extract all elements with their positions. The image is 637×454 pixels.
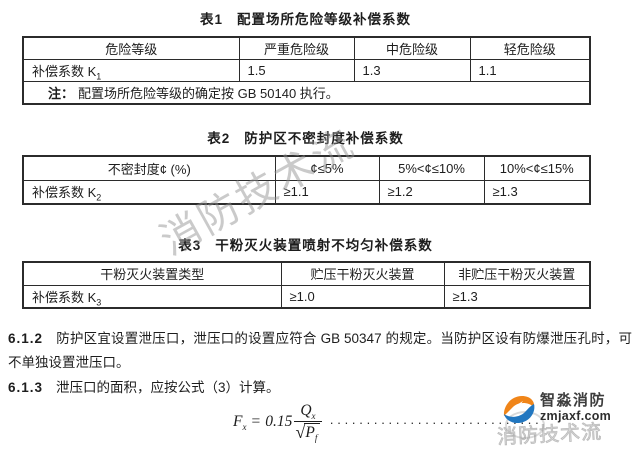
- table3-row-label: 补偿系数 K3: [22, 284, 282, 309]
- formula-coefficient: 0.15: [265, 413, 293, 430]
- clause-6-1-3-text: 泄压口的面积，应按公式（3）计算。: [56, 380, 280, 395]
- table1-data-row: 补偿系数 K1 1.5 1.3 1.1: [22, 59, 591, 82]
- table2-caption: 防护区不密封度补偿系数: [244, 131, 404, 146]
- table1-header-row: 危险等级 严重危险级 中危险级 轻危险级: [22, 36, 591, 60]
- clause-6-1-3: 6.1.3 泄压口的面积，应按公式（3）计算。: [8, 376, 632, 400]
- formula-3-row: Fx = 0.15 Qx √ Pf ·······················…: [0, 399, 637, 445]
- coefficient-k3-subscript: 3: [96, 297, 102, 308]
- zhimiao-logo: 智淼消防 zmjaxf.com: [501, 392, 611, 426]
- table1-header-severe: 严重危险级: [238, 36, 355, 60]
- note-label: 注：: [48, 86, 75, 101]
- table3: 干粉灭火装置类型 贮压干粉灭火装置 非贮压干粉灭火装置 补偿系数 K3 ≥1.0…: [22, 261, 591, 309]
- table2-data-row: 补偿系数 K2 ≥1.1 ≥1.2 ≥1.3: [22, 179, 591, 205]
- coefficient-k2-label: 补偿系数 K: [32, 185, 97, 201]
- table2-header-row: 不密封度¢ (%) ¢≤5% 5%<¢≤10% 10%<¢≤15%: [22, 155, 591, 181]
- table3-header-row: 干粉灭火装置类型 贮压干粉灭火装置 非贮压干粉灭火装置: [22, 261, 591, 286]
- table2-header-range1: ¢≤5%: [274, 155, 380, 181]
- table1-value-medium: 1.3: [353, 59, 471, 82]
- table1-note: 注： 配置场所危险等级的确定按 GB 50140 执行。: [22, 81, 591, 105]
- table1-header-hazard-level: 危险等级: [22, 36, 240, 60]
- table2-header-unsealed-degree: 不密封度¢ (%): [22, 155, 276, 181]
- table3-header-non-stored-pressure: 非贮压干粉灭火装置: [443, 261, 591, 286]
- table1-value-light: 1.1: [469, 59, 591, 82]
- coefficient-k1-label: 补偿系数 K: [32, 64, 97, 79]
- table2-header-range3: 10%<¢≤15%: [483, 155, 591, 181]
- table3-value-stored: ≥1.0: [280, 284, 445, 309]
- formula-3: Fx = 0.15 Qx √ Pf: [233, 402, 322, 443]
- table1-caption: 配置场所危险等级补偿系数: [237, 12, 411, 27]
- table2-value-range2: ≥1.2: [378, 179, 485, 205]
- radicand: Pf: [304, 423, 321, 443]
- table1-number: 表1: [199, 12, 223, 27]
- note-text: 配置场所危险等级的确定按 GB 50140 执行。: [78, 86, 339, 101]
- fraction-numerator: Qx: [294, 402, 322, 422]
- coefficient-k2-subscript: 2: [96, 192, 102, 203]
- table1-title: 表1 配置场所危险等级补偿系数: [22, 8, 589, 28]
- table1-header-light: 轻危险级: [469, 36, 591, 60]
- table3-title: 表3 干粉灭火装置喷射不均匀补偿系数: [22, 234, 589, 254]
- coefficient-k1-subscript: 1: [96, 71, 102, 82]
- table1-row-label: 补偿系数 K1: [22, 59, 240, 82]
- table1-container: 危险等级 严重危险级 中危险级 轻危险级 补偿系数 K1 1.5 1.3 1.1…: [22, 36, 591, 105]
- zhimiao-swirl-icon: [503, 396, 535, 424]
- dot-leader: ········································…: [329, 414, 542, 430]
- table2-number: 表2: [207, 131, 231, 146]
- coefficient-k3-label: 补偿系数 K: [32, 289, 97, 305]
- table3-number: 表3: [178, 238, 202, 253]
- table1-value-severe: 1.5: [238, 59, 355, 82]
- table1: 危险等级 严重危险级 中危险级 轻危险级 补偿系数 K1 1.5 1.3 1.1…: [22, 36, 591, 105]
- clause-6-1-2-text: 防护区宜设置泄压口，泄压口的设置应符合 GB 50347 的规定。当防护区设有防…: [8, 331, 632, 370]
- table2-title: 表2 防护区不密封度补偿系数: [22, 127, 589, 147]
- table3-value-non-stored: ≥1.3: [443, 284, 591, 309]
- table3-data-row: 补偿系数 K3 ≥1.0 ≥1.3: [22, 284, 591, 309]
- table3-container: 干粉灭火装置类型 贮压干粉灭火装置 非贮压干粉灭火装置 补偿系数 K3 ≥1.0…: [22, 261, 591, 309]
- equals-sign: =: [251, 413, 261, 430]
- watermark-bubble-icon: [505, 411, 545, 439]
- square-root-sign: √: [295, 422, 306, 442]
- clause-6-1-2: 6.1.2 防护区宜设置泄压口，泄压口的设置应符合 GB 50347 的规定。当防…: [8, 327, 632, 375]
- table1-header-medium: 中危险级: [353, 36, 471, 60]
- table2-header-range2: 5%<¢≤10%: [378, 155, 485, 181]
- formula-lhs: Fx: [233, 413, 247, 433]
- table2-value-range3: ≥1.3: [483, 179, 591, 205]
- table1-note-row: 注： 配置场所危险等级的确定按 GB 50140 执行。: [22, 81, 591, 105]
- table2-container: 不密封度¢ (%) ¢≤5% 5%<¢≤10% 10%<¢≤15% 补偿系数 K…: [22, 155, 591, 205]
- clause-6-1-3-number: 6.1.3: [8, 380, 44, 395]
- table3-header-device-type: 干粉灭火装置类型: [22, 261, 282, 286]
- logo-url: zmjaxf.com: [540, 409, 612, 423]
- table2: 不密封度¢ (%) ¢≤5% 5%<¢≤10% 10%<¢≤15% 补偿系数 K…: [22, 155, 591, 205]
- logo-text-block: 智淼消防 zmjaxf.com: [540, 392, 611, 423]
- table2-row-label: 补偿系数 K2: [22, 179, 276, 205]
- table3-caption: 干粉灭火装置喷射不均匀补偿系数: [215, 238, 433, 253]
- fraction-denominator: √ Pf: [295, 422, 321, 443]
- table3-header-stored-pressure: 贮压干粉灭火装置: [280, 261, 445, 286]
- logo-name: 智淼消防: [540, 392, 607, 409]
- clause-6-1-2-number: 6.1.2: [8, 331, 44, 346]
- table2-value-range1: ≥1.1: [274, 179, 380, 205]
- formula-fraction: Qx √ Pf: [294, 402, 322, 443]
